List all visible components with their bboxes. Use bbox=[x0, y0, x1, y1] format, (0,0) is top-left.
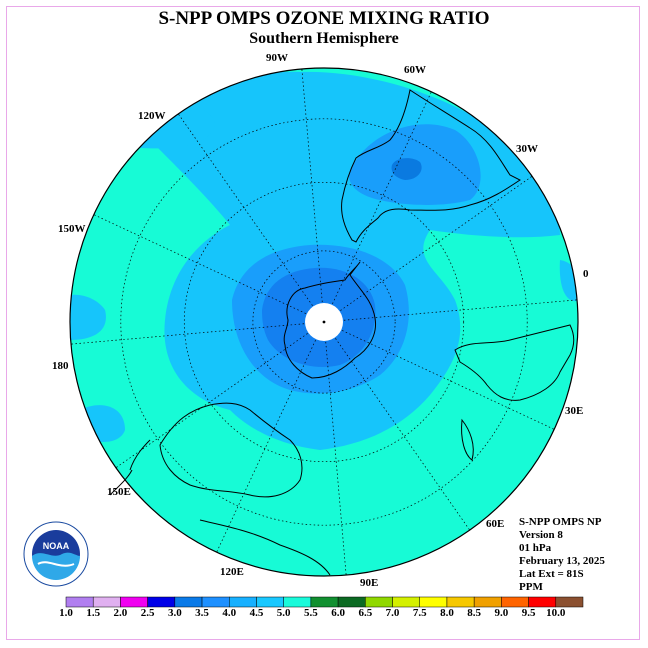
colorbar-swatch bbox=[229, 596, 257, 608]
lon-label-60w: 60W bbox=[404, 64, 426, 76]
australia-coast bbox=[159, 402, 303, 498]
latitude-circle bbox=[183, 181, 465, 463]
latitude-circle bbox=[252, 250, 396, 394]
lon-label-180: 180 bbox=[52, 360, 69, 372]
antarctica-coast bbox=[283, 261, 377, 379]
colorbar-swatch bbox=[92, 596, 121, 608]
colorbar-tick-label: 7.5 bbox=[412, 607, 427, 619]
colorbar-tick-label: 7.0 bbox=[385, 607, 400, 619]
lon-label-90w: 90W bbox=[266, 52, 288, 64]
colorbar-swatch bbox=[120, 596, 148, 608]
colorbar-swatch bbox=[256, 596, 284, 608]
colorbar-swatch bbox=[473, 596, 502, 608]
south-pole-marker bbox=[322, 320, 326, 324]
map-boundary bbox=[69, 67, 579, 577]
colorbar-swatch bbox=[501, 596, 529, 608]
colorbar-tick-label: 1.0 bbox=[59, 607, 73, 619]
colorbar-tick-label: 5.0 bbox=[276, 607, 291, 619]
colorbar-swatch bbox=[310, 596, 339, 608]
lon-label-30e: 30E bbox=[565, 405, 584, 417]
page-frame bbox=[6, 6, 640, 640]
coastlines bbox=[109, 89, 575, 576]
colorbar-tick-label: 9.5 bbox=[521, 607, 536, 619]
info-units: PPM bbox=[519, 581, 543, 593]
colorbar-swatch bbox=[147, 596, 176, 608]
colorbar-tick-label: 2.0 bbox=[113, 607, 128, 619]
colorbar-tick-label: 6.5 bbox=[358, 607, 373, 619]
colorbar-swatch bbox=[337, 596, 366, 608]
colorbar-tick-label: 4.5 bbox=[249, 607, 264, 619]
colorbar-swatch bbox=[283, 596, 312, 608]
ozone-contour-4-4.5-west bbox=[70, 294, 106, 340]
map-title: S-NPP OMPS OZONE MIXING RATIO bbox=[158, 8, 490, 29]
colorbar-swatch bbox=[201, 596, 230, 608]
south-america-coast bbox=[341, 89, 521, 243]
colorbar-swatch bbox=[528, 596, 557, 608]
lon-label-90e: 90E bbox=[360, 577, 379, 589]
colorbar-swatch bbox=[555, 596, 584, 608]
lon-label-120e: 120E bbox=[220, 566, 244, 578]
info-instrument: S-NPP OMPS NP bbox=[519, 516, 602, 528]
new-zealand-coast bbox=[109, 439, 151, 496]
madagascar-coast bbox=[461, 418, 474, 461]
colorbar-swatch bbox=[419, 596, 448, 608]
info-block: S-NPP OMPS NP Version 8 01 hPa February … bbox=[519, 516, 605, 594]
indonesia-coast bbox=[199, 519, 331, 576]
colorbar-tick-label: 3.0 bbox=[167, 607, 182, 619]
noaa-logo-wordmark: NOAA bbox=[43, 541, 70, 551]
ozone-contour-dark-spot bbox=[391, 158, 422, 180]
map-subtitle: Southern Hemisphere bbox=[249, 30, 399, 47]
noaa-logo: NOAA bbox=[23, 521, 89, 587]
colorbar-tick-label: 10.0 bbox=[546, 607, 566, 619]
africa-coast bbox=[454, 324, 575, 401]
colorbar-tick-label: 4.0 bbox=[222, 607, 237, 619]
info-lat-extent: Lat Ext = 81S bbox=[519, 568, 584, 580]
lon-label-0: 0 bbox=[583, 268, 589, 280]
latitude-circle bbox=[120, 118, 528, 526]
info-version: Version 8 bbox=[519, 529, 563, 541]
colorbar-tick-label: 2.5 bbox=[140, 607, 155, 619]
ozone-contour-4-4.5-nw bbox=[135, 108, 215, 149]
info-date: February 13, 2025 bbox=[519, 555, 605, 567]
colorbar-swatch bbox=[65, 596, 94, 608]
lon-label-150e: 150E bbox=[107, 486, 131, 498]
colorbar-swatch bbox=[365, 596, 393, 608]
colorbar-tick-label: 8.5 bbox=[467, 607, 482, 619]
info-pressure-level: 01 hPa bbox=[519, 542, 552, 554]
colorbar-tick-label: 3.5 bbox=[195, 607, 209, 619]
lon-label-30w: 30W bbox=[516, 143, 538, 155]
colorbar-tick-label: 5.5 bbox=[304, 607, 318, 619]
colorbar-tick-label: 1.5 bbox=[86, 607, 101, 619]
colorbar-swatch bbox=[392, 596, 420, 608]
lon-label-60e: 60E bbox=[486, 518, 505, 530]
colorbar-swatch bbox=[446, 596, 475, 608]
lon-label-120w: 120W bbox=[138, 110, 166, 122]
colorbar-tick-label: 6.0 bbox=[331, 607, 345, 619]
colorbar-tick-label: 8.0 bbox=[440, 607, 454, 619]
graticule bbox=[70, 68, 578, 576]
colorbar-swatch bbox=[174, 596, 203, 608]
colorbar-tick-label: 9.0 bbox=[494, 607, 509, 619]
colorbar bbox=[65, 596, 584, 608]
lon-label-150w: 150W bbox=[58, 223, 86, 235]
